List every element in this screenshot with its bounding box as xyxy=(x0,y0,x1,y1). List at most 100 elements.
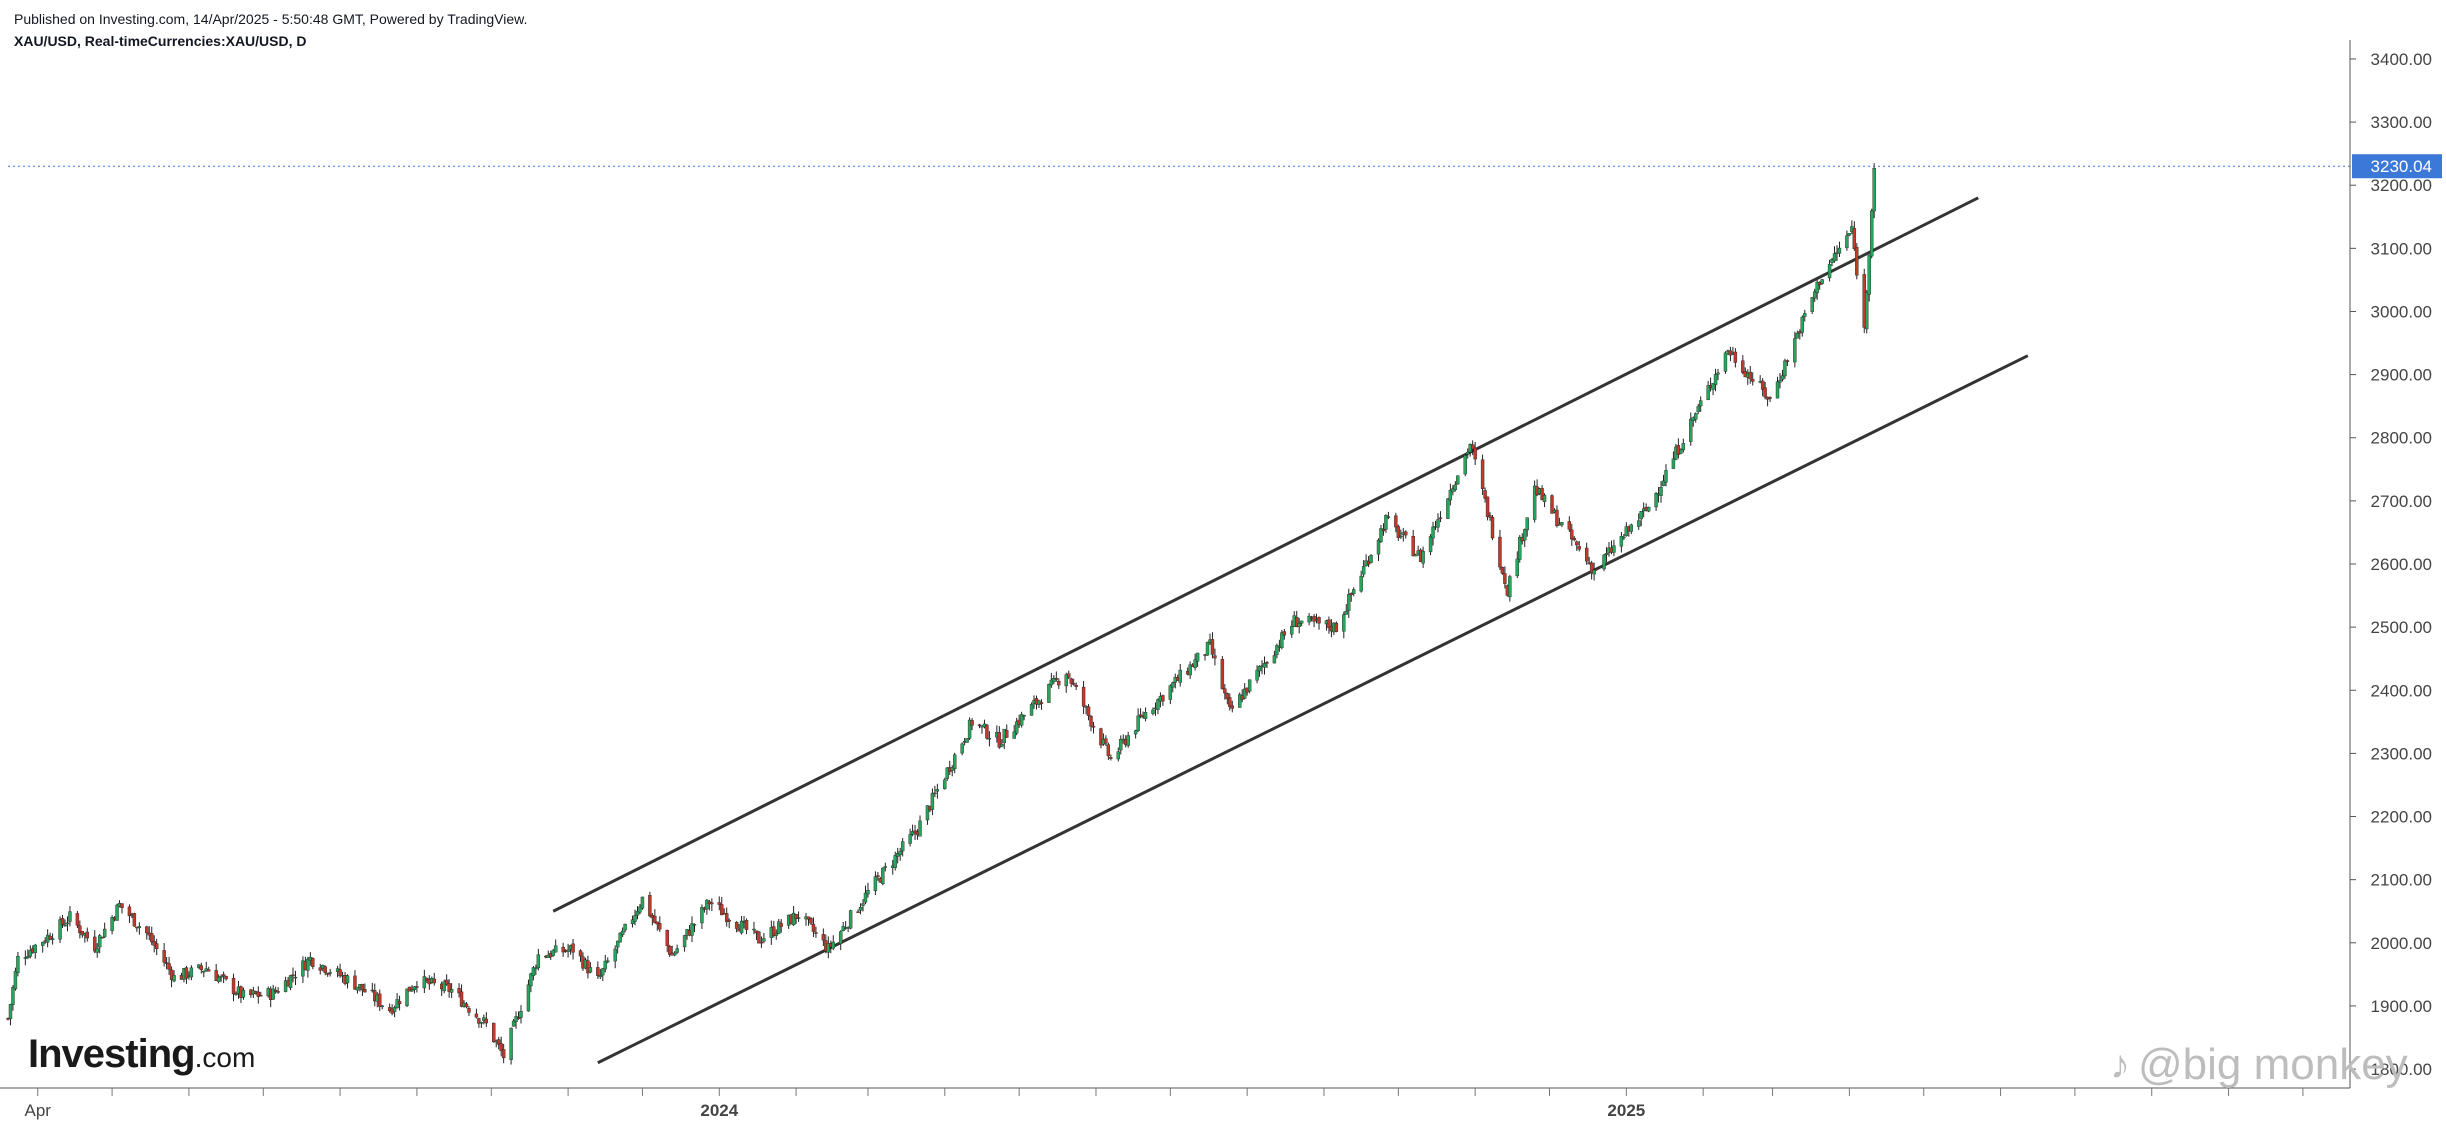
channel-layer xyxy=(552,196,2029,1065)
candle-body xyxy=(672,952,677,956)
candle xyxy=(444,974,449,986)
candle-body xyxy=(1872,167,1876,212)
candle xyxy=(1104,735,1108,747)
candle xyxy=(273,986,278,994)
candle xyxy=(1119,735,1123,755)
candle xyxy=(898,847,902,861)
candle xyxy=(772,920,776,938)
candle xyxy=(1223,684,1227,700)
candle xyxy=(910,824,915,837)
candle xyxy=(705,898,709,915)
candle-body xyxy=(40,942,45,946)
candle-body xyxy=(1242,688,1247,699)
candle-body xyxy=(1698,400,1703,407)
candle-body xyxy=(1518,536,1522,560)
candle xyxy=(1381,523,1386,536)
candle xyxy=(26,949,30,960)
candle-body xyxy=(635,911,640,916)
candle-body xyxy=(1280,632,1284,649)
candle xyxy=(1220,656,1225,690)
candle-body xyxy=(598,974,603,978)
candle-body xyxy=(164,962,169,964)
candle-body xyxy=(1760,380,1765,390)
candle-body xyxy=(1381,529,1386,532)
candle-body xyxy=(189,967,194,978)
candle xyxy=(323,965,327,976)
candle xyxy=(1480,454,1485,495)
candle-body xyxy=(1386,516,1391,518)
candle-body xyxy=(1012,731,1016,739)
logo-suffix: .com xyxy=(194,1042,256,1073)
candle-body xyxy=(216,976,221,982)
candle xyxy=(908,828,912,847)
candle-body xyxy=(653,915,657,923)
candle-body xyxy=(48,935,52,940)
candle xyxy=(497,1036,501,1050)
candle-body xyxy=(601,968,605,976)
candle-body xyxy=(1550,495,1554,514)
candle-body xyxy=(1542,494,1547,502)
candle xyxy=(1295,610,1299,628)
candle xyxy=(1778,373,1782,389)
candle xyxy=(566,943,570,958)
candle xyxy=(1661,474,1666,487)
candle-body xyxy=(618,932,622,943)
candle-body xyxy=(985,724,989,739)
candle-body xyxy=(199,965,204,970)
candle xyxy=(757,931,761,944)
candle-body xyxy=(405,988,409,1006)
candle-body xyxy=(1567,521,1572,530)
candle xyxy=(1280,630,1284,650)
candle xyxy=(1592,562,1596,581)
candle-body xyxy=(1399,535,1403,538)
candle xyxy=(1525,517,1529,537)
candle xyxy=(392,1005,397,1018)
candle xyxy=(58,916,62,943)
candle xyxy=(1262,656,1267,675)
candle-body xyxy=(1470,444,1475,450)
candle-body xyxy=(665,930,669,946)
candle-body xyxy=(202,970,206,973)
candle-body xyxy=(1213,655,1217,659)
candle-body xyxy=(1778,380,1782,383)
candle-body xyxy=(363,989,367,993)
candle-body xyxy=(945,767,949,779)
candle xyxy=(1344,604,1348,615)
candle xyxy=(132,912,137,927)
candle-body xyxy=(11,987,15,1005)
candle xyxy=(596,961,600,979)
candle xyxy=(405,988,409,1008)
candle-body xyxy=(293,976,298,979)
candle-body xyxy=(397,1001,402,1005)
candle-body xyxy=(1515,558,1519,577)
candle-body xyxy=(1500,567,1505,574)
candle xyxy=(115,903,119,921)
candle-body xyxy=(1039,702,1044,704)
candle xyxy=(943,777,947,790)
candle-body xyxy=(866,890,870,895)
candle-body xyxy=(1679,449,1683,454)
candle-body xyxy=(1508,576,1512,598)
candle xyxy=(1741,355,1745,375)
candle xyxy=(207,966,211,972)
candle-body xyxy=(511,1020,516,1027)
candle-body xyxy=(78,925,82,934)
candle xyxy=(407,986,412,992)
candle xyxy=(291,967,295,983)
candle xyxy=(856,909,860,913)
y-tick-label: 2800.00 xyxy=(2371,429,2432,448)
candle xyxy=(1490,514,1495,541)
candle xyxy=(415,981,419,993)
candle xyxy=(1081,680,1086,714)
candle xyxy=(1384,514,1388,533)
candle xyxy=(675,944,679,954)
candle xyxy=(234,991,238,996)
candle xyxy=(221,971,226,984)
candle xyxy=(363,983,367,993)
candle-body xyxy=(1247,679,1252,692)
candle xyxy=(1446,497,1450,519)
candle xyxy=(578,949,583,962)
candle-body xyxy=(1847,233,1852,236)
candle xyxy=(796,911,801,922)
